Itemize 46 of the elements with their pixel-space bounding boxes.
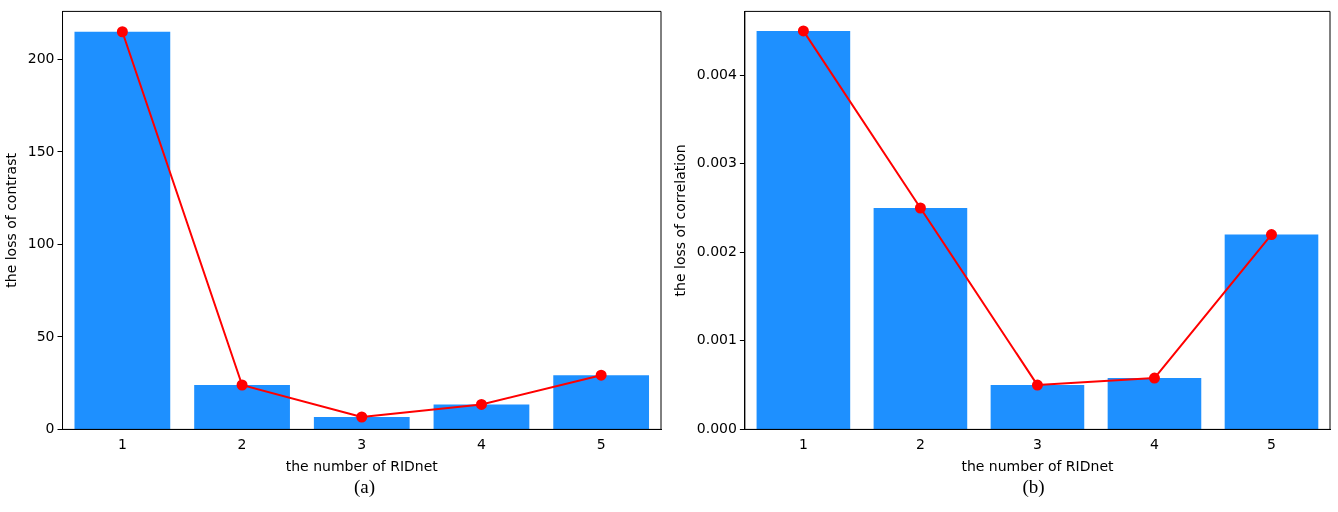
x-tick-label: 1 — [798, 436, 808, 453]
y-tick-label: 0.000 — [696, 420, 737, 437]
x-tick-label: 4 — [477, 436, 486, 453]
y-tick-label: 200 — [27, 50, 55, 67]
y-tick-label: 0 — [45, 420, 55, 437]
x-tick-label: 4 — [1150, 436, 1159, 453]
point — [356, 411, 368, 423]
bar — [433, 404, 530, 429]
point — [797, 25, 809, 37]
y-tick-label: 0.001 — [696, 331, 737, 348]
y-tick-label: 0.004 — [696, 65, 737, 82]
bar — [1107, 378, 1202, 429]
x-tick-label: 2 — [915, 436, 925, 453]
point — [1265, 229, 1277, 241]
x-tick-label: 2 — [237, 436, 247, 453]
bar — [194, 385, 290, 429]
y-tick-label: 150 — [27, 142, 55, 159]
y-tick-label: 0.002 — [696, 242, 737, 259]
x-axis-title: the number of RIDnet — [285, 458, 439, 475]
point — [914, 202, 926, 214]
bar — [756, 30, 851, 429]
x-axis-title: the number of RIDnet — [961, 458, 1114, 475]
y-axis-title: the loss of contrast — [3, 152, 20, 288]
point — [475, 398, 487, 410]
text: (a) — [352, 476, 377, 498]
text: (b) — [1021, 476, 1046, 498]
point — [1148, 372, 1160, 384]
bar — [1224, 234, 1319, 429]
point — [236, 379, 248, 391]
bar — [990, 385, 1085, 429]
point — [1031, 379, 1043, 391]
bar — [553, 375, 650, 429]
x-tick-label: 1 — [117, 436, 127, 453]
y-tick-label: 100 — [27, 235, 55, 252]
x-tick-label: 5 — [596, 436, 606, 453]
x-tick-label: 5 — [1267, 436, 1276, 453]
y-axis-title: the loss of correlation — [672, 144, 689, 297]
y-tick-label: 0.003 — [696, 154, 737, 171]
y-tick-label: 50 — [36, 327, 55, 344]
point — [595, 369, 607, 381]
bar — [313, 417, 410, 429]
bar — [74, 31, 171, 429]
bar — [873, 208, 968, 429]
x-tick-label: 3 — [357, 436, 367, 453]
point — [116, 26, 128, 38]
x-tick-label: 3 — [1032, 436, 1042, 453]
